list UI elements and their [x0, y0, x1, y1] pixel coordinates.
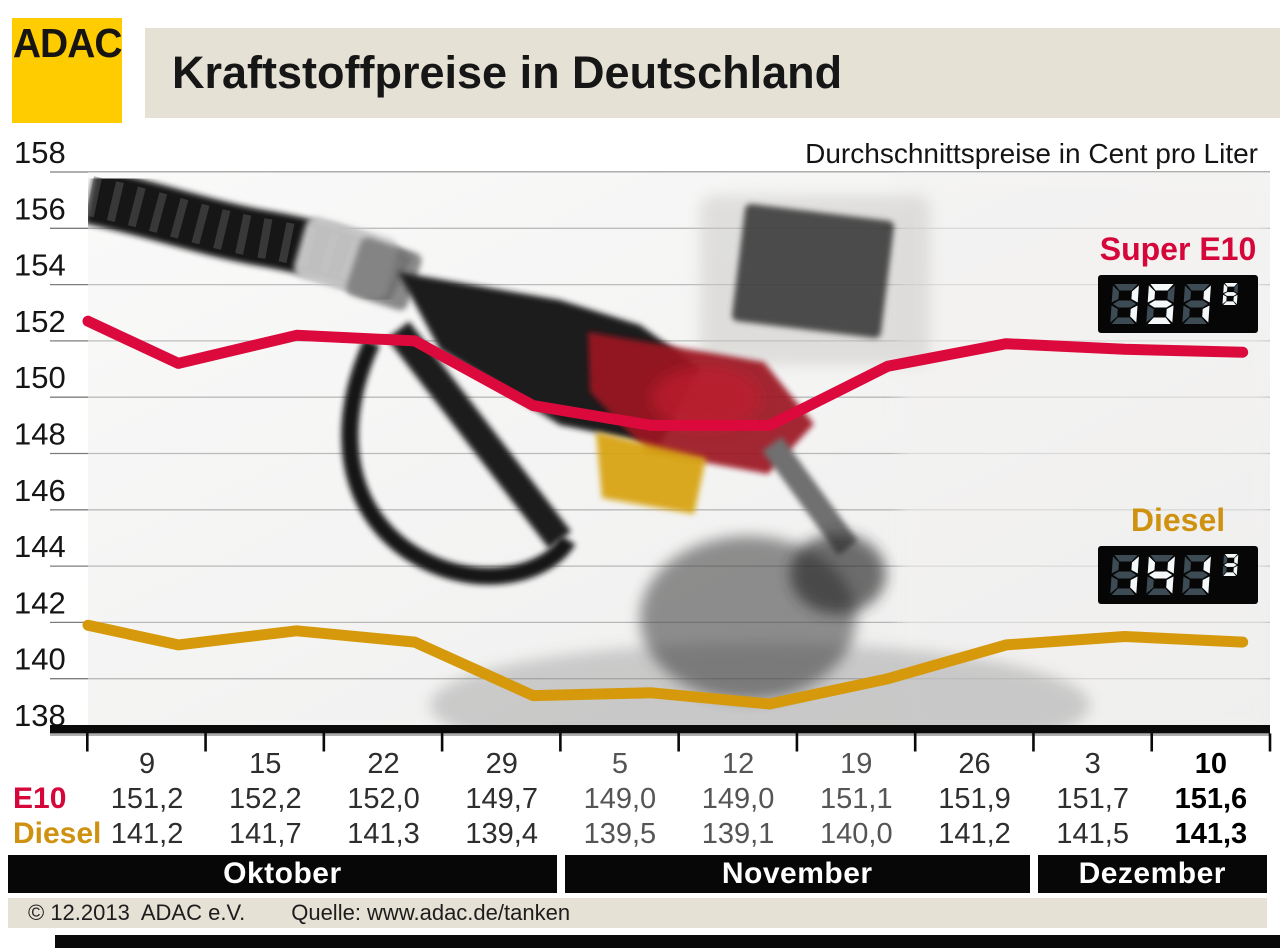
y-axis-label: 152: [14, 304, 66, 339]
diesel-seven-segment: [1110, 554, 1239, 595]
photo-hose-ridges: [88, 176, 410, 300]
adac-logo: ADAC: [12, 18, 122, 123]
photo-handle: [386, 321, 572, 549]
series-line-super-e10: [82, 315, 1249, 431]
e10-row-label: E10: [13, 782, 67, 815]
footer-bar: © 12.2013 ADAC e.V. Quelle: www.adac.de/…: [8, 898, 1267, 928]
photo-trigger-guard: [341, 338, 576, 585]
segment-digit: [1110, 284, 1139, 324]
photo-fuel-door: [732, 203, 894, 339]
y-axis-label: 148: [14, 417, 66, 452]
e10-value: 151,6: [1174, 782, 1248, 815]
e10-value: 152,2: [229, 782, 302, 815]
y-axis-label: 158: [14, 135, 66, 170]
diesel-value: 141,3: [1174, 817, 1248, 850]
y-axis-label: 150: [14, 360, 66, 395]
date-label: 9: [139, 748, 156, 780]
segment-digit: [1146, 555, 1175, 595]
segment-digit: [1222, 283, 1239, 306]
page-title: Kraftstoffpreise in Deutschland: [172, 47, 843, 98]
e10-value: 149,7: [465, 782, 538, 815]
y-axis-label: 144: [14, 529, 66, 564]
segment-digit: [1110, 555, 1139, 595]
title-bar: Kraftstoffpreise in Deutschland: [145, 28, 1280, 118]
date-header-row: 9 15 22 29 5 12 19 26 3 10: [8, 748, 1270, 780]
e10-value: 151,7: [1056, 782, 1129, 815]
month-bar-oktober: Oktober: [8, 855, 557, 893]
photo-filler-opening: [790, 534, 886, 614]
adac-logo-text: ADAC: [12, 20, 123, 66]
y-axis-label: 154: [14, 248, 66, 283]
diesel-row-label: Diesel: [13, 817, 102, 850]
y-axis-label: 142: [14, 585, 66, 620]
y-axis-label: 140: [14, 642, 66, 677]
diesel-value: 139,5: [583, 817, 657, 850]
date-label: 3: [1084, 748, 1101, 780]
month-bar-dezember: Dezember: [1037, 855, 1267, 893]
x-axis: [50, 725, 1272, 752]
e10-value: 151,1: [820, 782, 893, 815]
diesel-callout: Diesel: [1098, 503, 1258, 604]
diesel-value: 139,4: [465, 817, 538, 850]
x-axis-bar: [50, 725, 1270, 734]
segment-digit: [1182, 284, 1211, 324]
date-label: 12: [721, 748, 755, 780]
diesel-value: 141,5: [1056, 817, 1129, 850]
diesel-value-row: Diesel 141,2 141,7 141,3 139,4 139,5 139,1 140…: [8, 817, 1270, 850]
chart-subtitle: Durchschnittspreise in Cent pro Liter: [805, 138, 1258, 169]
photo-spout: [762, 436, 858, 556]
series-line-diesel: [82, 619, 1249, 710]
diesel-series-label: Diesel: [1130, 502, 1226, 538]
e10-value: 152,0: [347, 782, 420, 815]
diesel-value: 141,3: [347, 817, 420, 850]
diesel-value: 140,0: [820, 817, 893, 850]
date-label: 22: [367, 748, 400, 780]
diesel-value: 141,2: [938, 817, 1011, 850]
date-label: 29: [485, 748, 518, 780]
e10-value: 151,9: [938, 782, 1011, 815]
photo-collar-ring: [346, 237, 422, 311]
e10-seven-segment: [1110, 283, 1239, 324]
segment-digit: [1182, 555, 1211, 595]
date-label: 10: [1194, 748, 1228, 780]
diesel-price-display: [1098, 546, 1258, 604]
bottom-black-bar: [55, 935, 1280, 948]
date-label: 5: [611, 748, 628, 780]
date-label: 15: [249, 748, 282, 780]
e10-series-label: Super E10: [1099, 231, 1257, 267]
month-bar-november: November: [564, 855, 1030, 893]
diesel-value: 141,7: [229, 817, 302, 850]
e10-price-display: [1098, 275, 1258, 333]
e10-callout: Super E10: [1098, 232, 1258, 333]
segment-digit: [1222, 554, 1239, 577]
photo-yellow-panel: [596, 432, 706, 514]
photo-red-highlight: [651, 366, 761, 430]
e10-value-row: E10 151,2 152,2 152,0 149,7 149,0 149,0 151,1 1…: [8, 782, 1270, 815]
y-axis-label: 156: [14, 191, 66, 226]
source-text: Quelle: www.adac.de/tanken: [291, 900, 571, 925]
date-label: 26: [958, 748, 991, 780]
e10-value: 151,2: [110, 782, 184, 815]
e10-value: 149,0: [583, 782, 657, 815]
diesel-value: 139,1: [701, 817, 775, 850]
diesel-value: 141,2: [110, 817, 184, 850]
date-label: 19: [840, 748, 873, 780]
pump-photo: [88, 172, 1270, 733]
segment-digit: [1146, 284, 1175, 324]
month-bars: Oktober November Dezember: [0, 855, 1280, 893]
series-lines: [82, 315, 1249, 710]
y-axis-label: 146: [14, 473, 66, 508]
e10-value: 149,0: [701, 782, 775, 815]
copyright-text: © 12.2013 ADAC e.V.: [28, 900, 246, 925]
